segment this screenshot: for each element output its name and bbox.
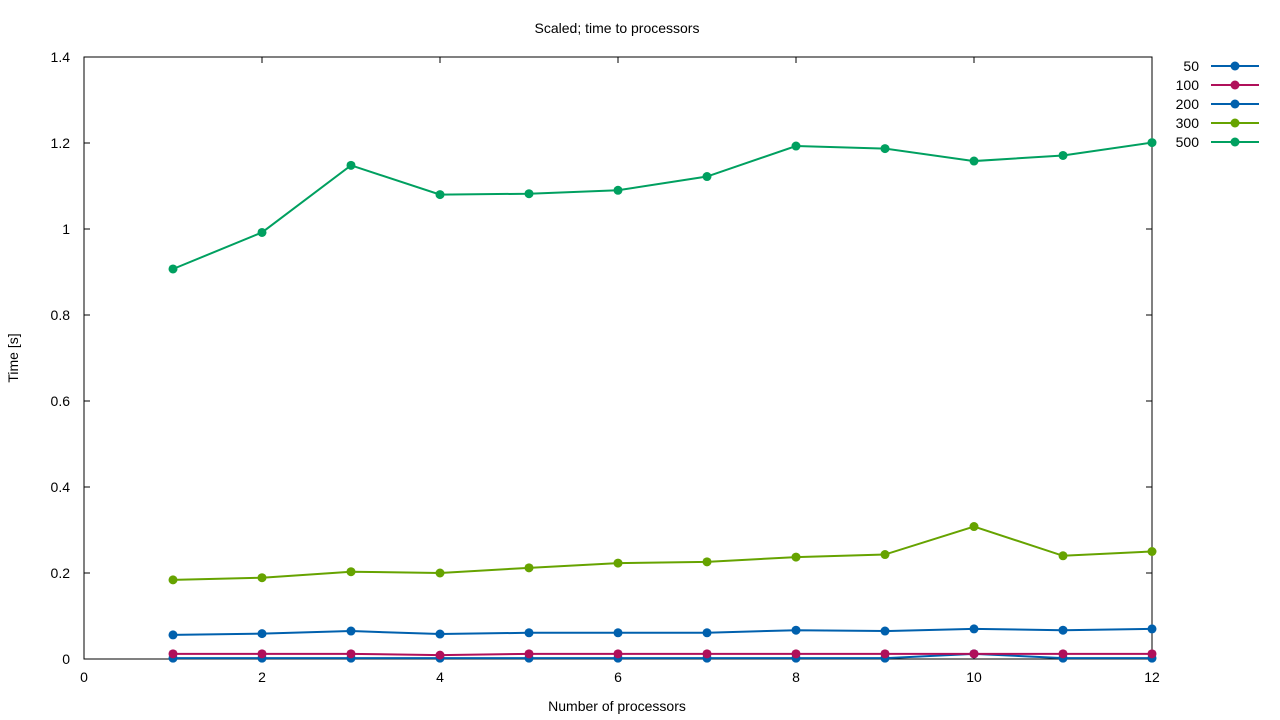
data-point [613, 185, 623, 195]
data-point [346, 626, 356, 636]
data-point [257, 629, 267, 639]
data-point [1058, 649, 1068, 659]
data-point [168, 649, 178, 659]
x-tick-label: 10 [966, 669, 982, 685]
series-100 [168, 649, 1157, 660]
x-tick-label: 4 [436, 669, 444, 685]
data-point [1147, 547, 1157, 556]
data-point [435, 650, 445, 660]
series-50 [168, 649, 1157, 663]
y-tick-label: 0.2 [51, 565, 71, 581]
data-point [346, 649, 356, 659]
legend-label: 50 [1183, 58, 1199, 74]
legend-item: 200 [1176, 96, 1259, 112]
data-point [969, 649, 979, 659]
legend-item: 300 [1176, 115, 1259, 131]
y-tick-label: 0.8 [51, 307, 71, 323]
data-point [1058, 150, 1068, 160]
data-point [791, 649, 801, 659]
series-layer [168, 138, 1157, 663]
y-tick-label: 0 [62, 651, 70, 667]
data-point [1147, 649, 1157, 659]
data-point [791, 141, 801, 151]
legend: 50 100 200 300 500 [1176, 58, 1259, 150]
x-tick-label: 8 [792, 669, 800, 685]
y-axis-ticks: 0 0.2 0.4 0.6 0.8 1 1.2 1.4 [51, 49, 1152, 667]
data-point [435, 629, 445, 639]
legend-swatch-marker [1230, 137, 1240, 147]
data-point [257, 227, 267, 237]
legend-label: 500 [1176, 134, 1200, 150]
legend-swatch-marker [1230, 80, 1240, 90]
data-point [702, 557, 712, 567]
data-point [613, 628, 623, 638]
data-point [435, 568, 445, 578]
data-point [613, 649, 623, 659]
data-point [880, 649, 890, 659]
y-tick-label: 1.2 [51, 135, 71, 151]
data-point [1147, 138, 1157, 148]
data-point [702, 172, 712, 182]
x-axis-ticks: 0 2 4 6 8 10 12 [80, 57, 1160, 685]
data-point [1058, 625, 1068, 635]
plot-frame [83, 56, 1153, 660]
series-line [172, 141, 1153, 270]
data-point [969, 156, 979, 166]
data-point [346, 160, 356, 170]
legend-label: 200 [1176, 96, 1200, 112]
data-point [880, 550, 890, 560]
series-500 [168, 138, 1157, 274]
legend-swatch-marker [1230, 61, 1240, 71]
y-tick-label: 1.4 [51, 49, 71, 65]
data-point [613, 558, 623, 568]
series-line [173, 652, 1152, 657]
data-point [1147, 624, 1157, 634]
data-point [524, 563, 534, 573]
data-point [791, 552, 801, 562]
data-point [257, 649, 267, 659]
legend-swatch-marker [1230, 118, 1240, 128]
series-300 [168, 522, 1157, 585]
data-point [168, 630, 178, 640]
data-point [524, 649, 534, 659]
data-point [524, 628, 534, 638]
data-point [168, 264, 178, 274]
data-point [880, 144, 890, 154]
data-point [1058, 551, 1068, 561]
data-point [880, 626, 890, 636]
y-tick-label: 1 [62, 221, 70, 237]
legend-item: 50 [1183, 58, 1259, 74]
data-point [168, 575, 178, 585]
series-line [172, 525, 1153, 581]
legend-item: 500 [1176, 134, 1259, 150]
y-tick-label: 0.4 [51, 479, 71, 495]
data-point [969, 522, 979, 532]
series-line [172, 627, 1153, 636]
data-point [969, 624, 979, 634]
data-point [791, 625, 801, 635]
x-tick-label: 2 [258, 669, 266, 685]
data-point [702, 628, 712, 638]
legend-swatch-marker [1230, 99, 1240, 109]
x-tick-label: 0 [80, 669, 88, 685]
series-200 [168, 624, 1157, 640]
y-tick-label: 0.6 [51, 393, 71, 409]
chart-title: Scaled; time to processors [535, 20, 700, 36]
x-tick-label: 12 [1144, 669, 1160, 685]
y-axis-label: Time [s] [5, 333, 21, 382]
data-point [257, 573, 267, 583]
x-tick-label: 6 [614, 669, 622, 685]
x-axis-label: Number of processors [548, 698, 686, 714]
legend-label: 300 [1176, 115, 1200, 131]
data-point [346, 567, 356, 577]
data-point [435, 190, 445, 200]
data-point [524, 189, 534, 199]
legend-item: 100 [1176, 77, 1259, 93]
data-point [702, 649, 712, 659]
legend-label: 100 [1176, 77, 1200, 93]
